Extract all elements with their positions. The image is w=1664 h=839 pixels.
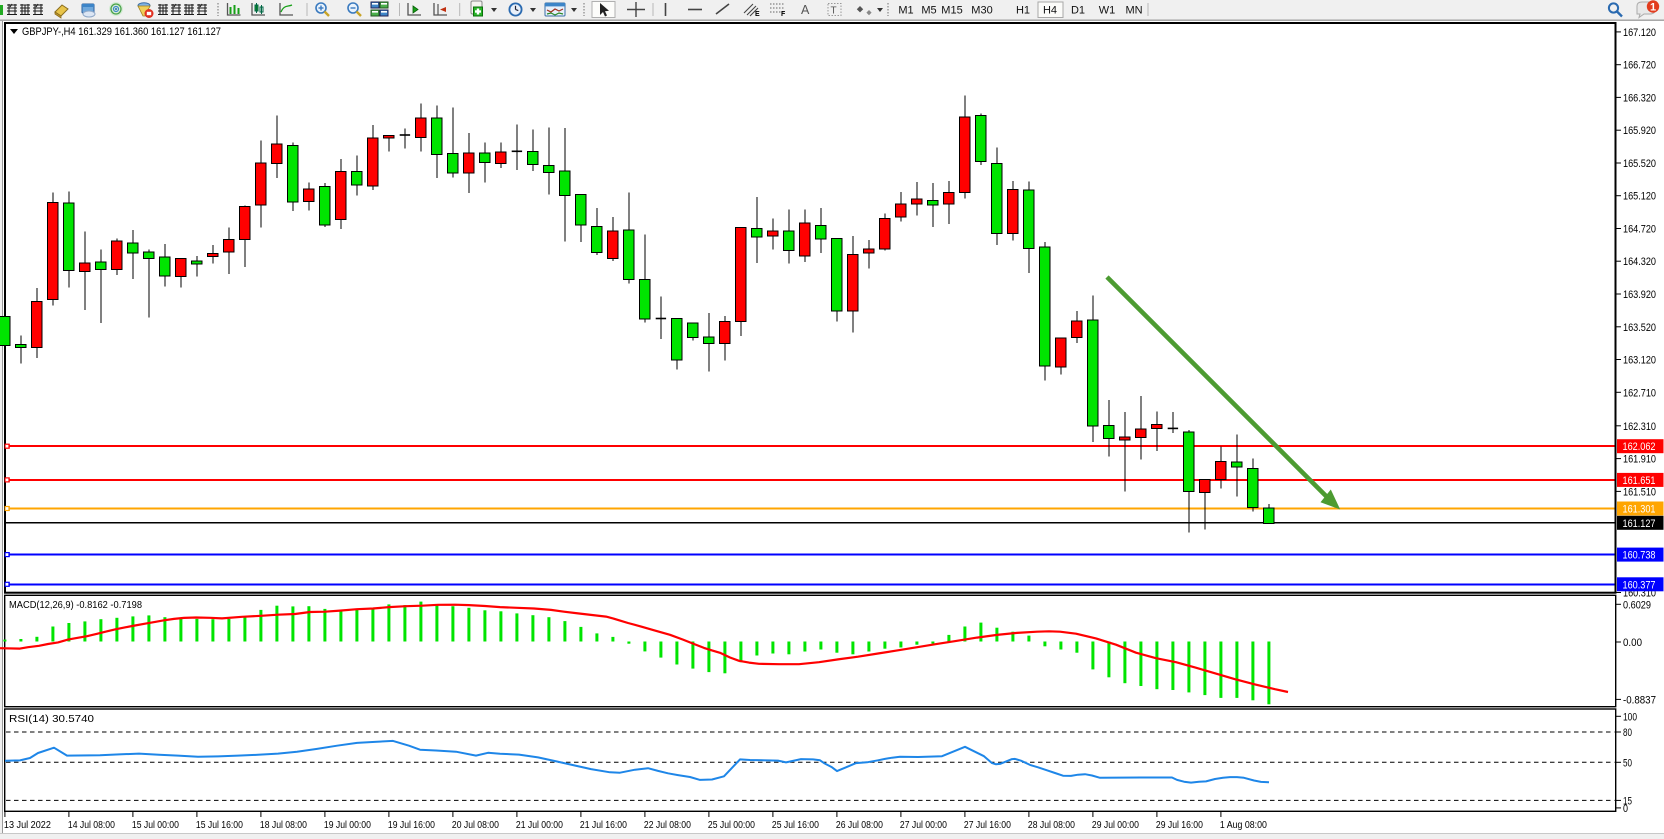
svg-text:163.920: 163.920 <box>1623 289 1656 301</box>
svg-text:26 Jul 08:00: 26 Jul 08:00 <box>836 820 883 831</box>
svg-text:163.520: 163.520 <box>1623 322 1656 334</box>
svg-text:13 Jul 2022: 13 Jul 2022 <box>4 820 51 831</box>
svg-text:162.062: 162.062 <box>1623 441 1656 453</box>
svg-text:19 Jul 16:00: 19 Jul 16:00 <box>388 820 435 831</box>
svg-text:164.320: 164.320 <box>1623 256 1656 268</box>
svg-text:166.320: 166.320 <box>1623 92 1656 104</box>
svg-text:161.651: 161.651 <box>1623 475 1656 487</box>
svg-text:28 Jul 08:00: 28 Jul 08:00 <box>1028 820 1075 831</box>
svg-text:160.377: 160.377 <box>1623 579 1656 591</box>
svg-text:D1: D1 <box>1071 5 1085 17</box>
svg-text:161.127: 161.127 <box>1623 518 1656 530</box>
svg-text:29 Jul 16:00: 29 Jul 16:00 <box>1156 820 1203 831</box>
svg-text:M15: M15 <box>941 5 962 17</box>
svg-text:162.310: 162.310 <box>1623 421 1656 433</box>
svg-text:-0.8837: -0.8837 <box>1623 694 1656 706</box>
svg-text:H1: H1 <box>1016 5 1030 17</box>
svg-text:MN: MN <box>1125 5 1142 17</box>
svg-text:15 Jul 00:00: 15 Jul 00:00 <box>132 820 179 831</box>
svg-text:15 Jul 16:00: 15 Jul 16:00 <box>196 820 243 831</box>
svg-text:M30: M30 <box>971 5 992 17</box>
svg-text:160.738: 160.738 <box>1623 550 1656 562</box>
svg-text:GBPJPY-,H4 161.329 161.360 16: GBPJPY-,H4 161.329 161.360 161.127 161.1… <box>22 26 221 38</box>
svg-text:163.120: 163.120 <box>1623 355 1656 367</box>
svg-text:25 Jul 16:00: 25 Jul 16:00 <box>772 820 819 831</box>
svg-text:80: 80 <box>1623 727 1632 739</box>
svg-text:165.520: 165.520 <box>1623 158 1656 170</box>
svg-text:W1: W1 <box>1099 5 1116 17</box>
svg-text:F: F <box>781 11 786 18</box>
svg-text:161.301: 161.301 <box>1623 504 1656 516</box>
svg-text:100: 100 <box>1623 711 1637 723</box>
svg-text:50: 50 <box>1623 757 1632 769</box>
svg-text:A: A <box>801 3 810 17</box>
svg-text:15: 15 <box>1623 795 1632 807</box>
svg-text:0: 0 <box>1623 803 1628 815</box>
svg-text:E: E <box>755 11 760 18</box>
svg-text:22 Jul 08:00: 22 Jul 08:00 <box>644 820 691 831</box>
svg-text:165.920: 165.920 <box>1623 125 1656 137</box>
svg-text:164.720: 164.720 <box>1623 224 1656 236</box>
svg-text:H4: H4 <box>1043 5 1057 17</box>
svg-text:14 Jul 08:00: 14 Jul 08:00 <box>68 820 115 831</box>
svg-text:162.710: 162.710 <box>1623 387 1656 399</box>
svg-text:29 Jul 00:00: 29 Jul 00:00 <box>1092 820 1139 831</box>
svg-text:18 Jul 08:00: 18 Jul 08:00 <box>260 820 307 831</box>
svg-text:27 Jul 16:00: 27 Jul 16:00 <box>964 820 1011 831</box>
svg-text:20 Jul 08:00: 20 Jul 08:00 <box>452 820 499 831</box>
svg-text:19 Jul 00:00: 19 Jul 00:00 <box>324 820 371 831</box>
svg-text:0.6029: 0.6029 <box>1623 599 1651 611</box>
svg-text:RSI(14) 30.5740: RSI(14) 30.5740 <box>9 713 94 725</box>
svg-text:21 Jul 16:00: 21 Jul 16:00 <box>580 820 627 831</box>
svg-text:MACD(12,26,9) -0.8162 -0.7198: MACD(12,26,9) -0.8162 -0.7198 <box>9 599 142 611</box>
svg-text:1: 1 <box>1650 2 1656 14</box>
svg-text:161.910: 161.910 <box>1623 454 1656 466</box>
svg-text:21 Jul 00:00: 21 Jul 00:00 <box>516 820 563 831</box>
svg-text:166.720: 166.720 <box>1623 60 1656 72</box>
svg-text:M1: M1 <box>898 5 913 17</box>
svg-text:25 Jul 00:00: 25 Jul 00:00 <box>708 820 755 831</box>
svg-text:0.00: 0.00 <box>1623 637 1642 649</box>
svg-text:1 Aug 08:00: 1 Aug 08:00 <box>1220 820 1267 831</box>
svg-text:27 Jul 00:00: 27 Jul 00:00 <box>900 820 947 831</box>
svg-text:161.510: 161.510 <box>1623 486 1656 498</box>
svg-text:M5: M5 <box>921 5 936 17</box>
svg-text:165.120: 165.120 <box>1623 191 1656 203</box>
svg-text:T: T <box>831 6 837 17</box>
svg-text:167.120: 167.120 <box>1623 27 1656 39</box>
